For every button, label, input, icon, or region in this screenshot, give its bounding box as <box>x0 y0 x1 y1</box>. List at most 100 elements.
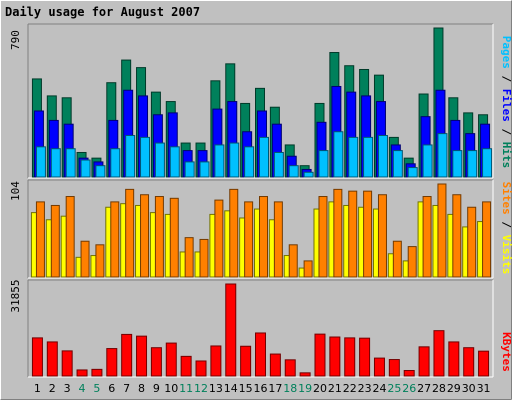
day-label-8: 8 <box>138 382 145 395</box>
day-label-30: 30 <box>462 382 476 395</box>
bar-pages-day-22 <box>348 136 359 178</box>
bar-pages-day-15 <box>244 146 255 178</box>
bar-pages-day-30 <box>467 150 478 178</box>
bar-kbytes-day-8 <box>136 335 148 377</box>
hits-axis-max: 790 <box>9 30 22 50</box>
bar-sites-day-16 <box>259 196 268 278</box>
day-label-20: 20 <box>313 382 327 395</box>
day-label-5: 5 <box>93 382 100 395</box>
bar-pages-day-10 <box>169 146 180 178</box>
day-label-23: 23 <box>358 382 372 395</box>
legend-kbytes: KBytes <box>500 332 512 372</box>
bar-pages-day-31 <box>482 148 493 178</box>
bar-sites-day-4 <box>80 240 90 278</box>
chart-title: Daily usage for August 2007 <box>5 5 200 19</box>
bar-sites-day-7 <box>125 188 135 278</box>
bar-sites-day-31 <box>482 201 492 278</box>
bar-pages-day-21 <box>333 131 344 178</box>
bar-pages-day-12 <box>199 161 210 178</box>
bar-pages-day-2 <box>50 148 61 178</box>
day-label-29: 29 <box>447 382 461 395</box>
bar-sites-day-20 <box>318 196 328 278</box>
bar-kbytes-day-9 <box>150 347 162 377</box>
day-label-31: 31 <box>477 382 491 395</box>
bar-pages-day-26 <box>407 167 418 178</box>
bar-kbytes-day-29 <box>448 341 460 377</box>
legend-kbytes-label: KBytes <box>500 332 512 372</box>
bar-sites-day-28 <box>437 183 447 278</box>
day-label-25: 25 <box>387 382 401 395</box>
bar-kbytes-day-6 <box>106 348 118 377</box>
bar-sites-day-15 <box>244 201 254 278</box>
bar-sites-day-11 <box>184 237 194 278</box>
day-label-16: 16 <box>254 382 268 395</box>
bar-pages-day-5 <box>95 165 106 178</box>
bar-pages-day-18 <box>288 165 299 178</box>
bar-kbytes-day-10 <box>165 342 177 377</box>
day-label-15: 15 <box>239 382 253 395</box>
bar-kbytes-day-16 <box>255 332 266 377</box>
svg-text:Pages / Files / Hits: Pages / Files / Hits <box>500 36 512 169</box>
bar-sites-day-3 <box>65 196 75 278</box>
day-label-11: 11 <box>179 382 193 395</box>
day-label-28: 28 <box>432 382 446 395</box>
bar-sites-day-21 <box>333 188 343 278</box>
legend-sites: Sites <box>500 182 512 215</box>
bar-sites-day-14 <box>229 188 239 278</box>
legend-pages: Pages <box>500 36 512 69</box>
bar-pages-day-25 <box>392 150 403 178</box>
day-label-12: 12 <box>194 382 208 395</box>
bar-sites-day-23 <box>363 190 373 278</box>
bar-pages-day-11 <box>184 161 195 178</box>
bar-pages-day-20 <box>318 150 329 178</box>
visits-axis-max: 104 <box>9 181 22 201</box>
bar-kbytes-day-2 <box>46 341 58 377</box>
day-label-14: 14 <box>224 382 238 395</box>
bar-pages-day-13 <box>214 144 225 178</box>
legend-visits: Visits <box>500 235 512 275</box>
legend-files: Files <box>500 89 512 122</box>
bar-sites-day-18 <box>288 244 298 278</box>
bar-sites-day-17 <box>273 201 283 278</box>
day-label-21: 21 <box>328 382 342 395</box>
day-label-22: 22 <box>343 382 357 395</box>
bar-kbytes-day-13 <box>210 345 222 377</box>
bar-pages-day-9 <box>154 142 165 178</box>
legend-sites-visits: Sites / Visits <box>500 182 512 275</box>
legend-hits-files-pages: Pages / Files / Hits <box>500 36 512 169</box>
bar-pages-day-24 <box>377 135 388 178</box>
bar-pages-day-1 <box>35 146 46 178</box>
bar-sites-day-19 <box>303 260 313 278</box>
legend-hits: Hits <box>500 142 512 169</box>
day-label-3: 3 <box>64 382 71 395</box>
bar-kbytes-day-14 <box>225 283 237 377</box>
bar-pages-day-27 <box>422 144 433 178</box>
day-label-9: 9 <box>153 382 160 395</box>
day-label-17: 17 <box>268 382 282 395</box>
day-label-7: 7 <box>123 382 130 395</box>
day-label-13: 13 <box>209 382 223 395</box>
svg-text:KBytes: KBytes <box>500 332 512 372</box>
bar-kbytes-day-12 <box>195 360 207 377</box>
bar-pages-day-23 <box>363 136 374 178</box>
day-label-10: 10 <box>164 382 178 395</box>
bar-sites-day-29 <box>452 194 462 278</box>
bar-kbytes-day-7 <box>121 333 133 377</box>
bar-pages-day-14 <box>229 142 240 178</box>
bar-kbytes-day-20 <box>314 333 326 377</box>
bar-pages-day-29 <box>452 150 463 178</box>
bar-kbytes-day-17 <box>269 353 281 377</box>
bar-pages-day-3 <box>65 148 76 178</box>
bar-pages-day-8 <box>140 136 151 178</box>
bar-sites-day-27 <box>422 196 432 278</box>
day-label-27: 27 <box>417 382 431 395</box>
bar-kbytes-day-1 <box>31 337 43 377</box>
bar-sites-day-22 <box>348 190 358 278</box>
bar-pages-day-7 <box>125 135 136 178</box>
bar-kbytes-day-4 <box>76 369 88 377</box>
bar-kbytes-day-27 <box>418 346 430 377</box>
kbytes-axis-max: 31855 <box>9 279 22 312</box>
bar-sites-day-6 <box>110 201 120 278</box>
